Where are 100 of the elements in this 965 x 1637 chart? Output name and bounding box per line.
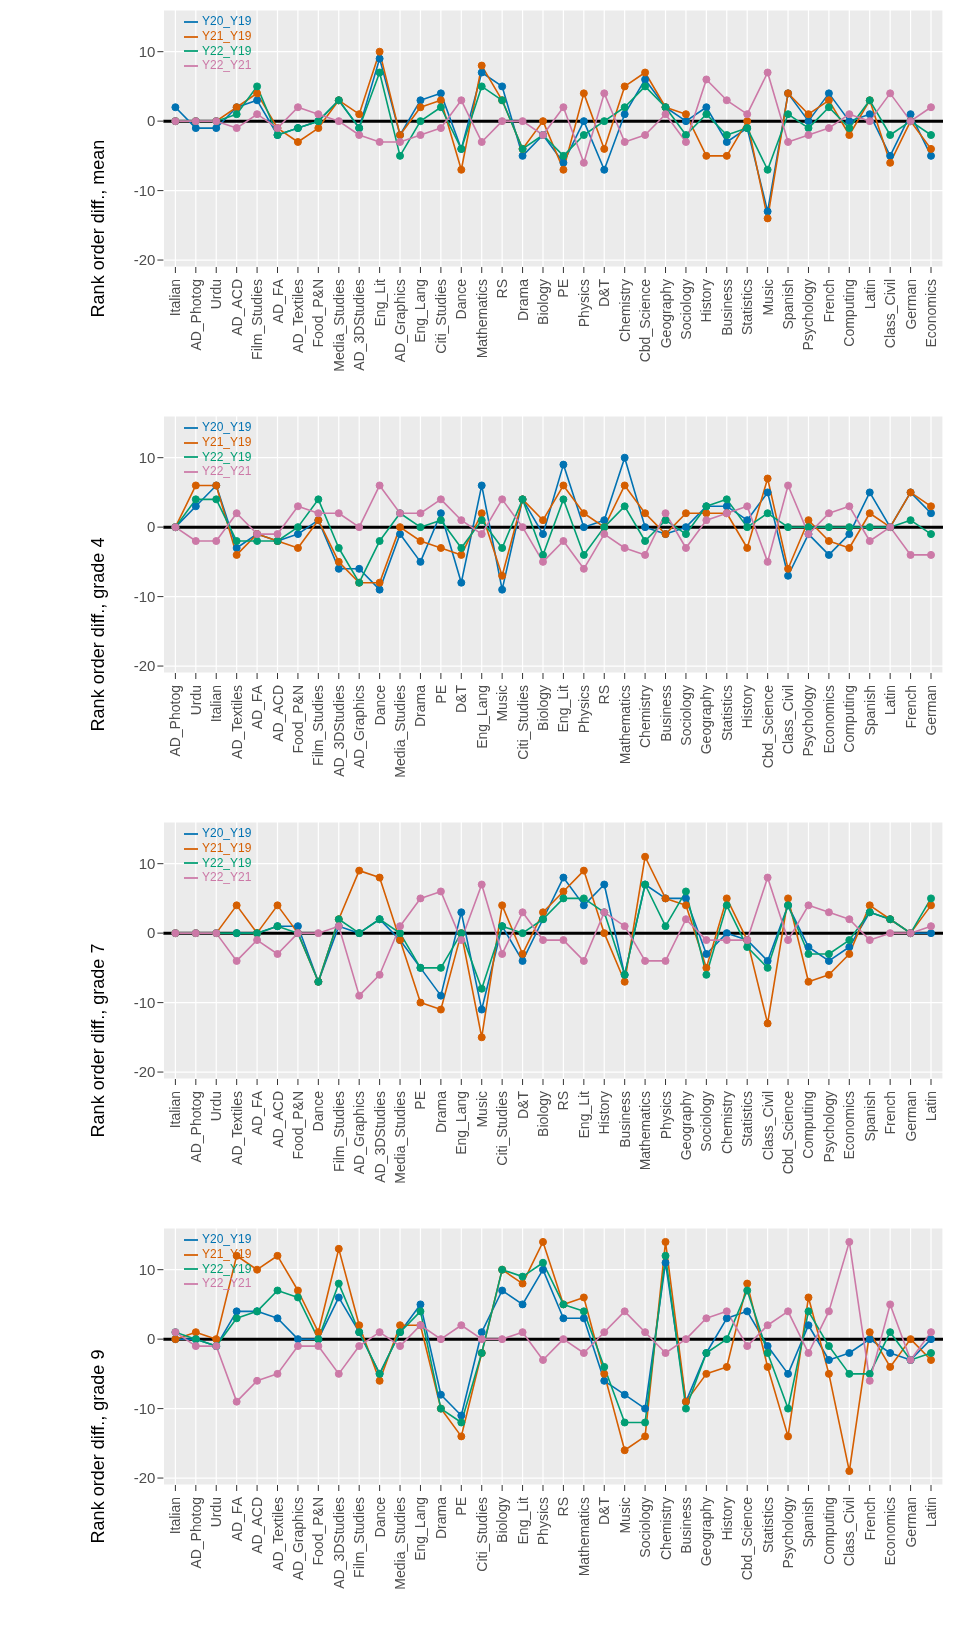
- x-tick-label: Cbd_Science: [780, 1090, 797, 1175]
- point: [518, 1272, 527, 1281]
- point: [396, 922, 405, 931]
- x-tick-label: Citi_Studies: [514, 685, 531, 760]
- point: [579, 1293, 588, 1302]
- point: [824, 1342, 833, 1351]
- point: [824, 970, 833, 979]
- x-tick-label: AD_Graphics: [351, 685, 368, 769]
- point: [681, 110, 690, 119]
- point: [518, 1300, 527, 1309]
- point: [824, 124, 833, 133]
- point: [906, 550, 915, 559]
- point: [681, 131, 690, 140]
- point: [416, 117, 425, 126]
- point: [375, 1376, 384, 1385]
- point: [477, 1005, 486, 1014]
- point: [600, 165, 609, 174]
- point: [743, 543, 752, 552]
- x-tick-label: Chemistry: [718, 1091, 735, 1155]
- x-tick-label: AD_Textiles: [269, 1497, 286, 1571]
- x-tick-label: Economics: [820, 685, 837, 754]
- point: [824, 949, 833, 958]
- point: [641, 852, 650, 861]
- point: [600, 1362, 609, 1371]
- point: [232, 110, 241, 119]
- point: [498, 1286, 507, 1295]
- point: [661, 1349, 670, 1358]
- legend-label: Y22_Y21: [202, 58, 252, 73]
- x-tick-label: German: [923, 685, 939, 736]
- point: [293, 1293, 302, 1302]
- point: [579, 550, 588, 559]
- point: [641, 1432, 650, 1441]
- x-tick-label: Drama: [514, 278, 531, 322]
- point: [232, 1397, 241, 1406]
- point: [498, 1335, 507, 1344]
- legend-label: Y22_Y21: [202, 464, 252, 479]
- point: [559, 460, 568, 469]
- y-tick-label: 0: [147, 112, 156, 130]
- y-tick-label: -20: [133, 1469, 156, 1487]
- point: [457, 1432, 466, 1441]
- point: [375, 54, 384, 63]
- y-tick-label: -20: [133, 251, 156, 269]
- point: [763, 207, 772, 216]
- point: [416, 557, 425, 566]
- x-tick-label: Chemistry: [657, 1497, 674, 1561]
- point: [845, 117, 854, 126]
- point: [375, 68, 384, 77]
- point: [681, 509, 690, 518]
- point: [681, 1404, 690, 1413]
- x-tick-label: Chemistry: [616, 279, 633, 343]
- point: [436, 89, 445, 98]
- x-tick-label: Mathematics: [637, 1091, 654, 1171]
- point: [722, 1362, 731, 1371]
- point: [559, 936, 568, 945]
- x-tick-label: PE: [432, 685, 449, 704]
- point: [538, 1237, 547, 1246]
- x-tick-label: Drama: [412, 684, 429, 728]
- point: [845, 131, 854, 140]
- point: [722, 502, 731, 511]
- x-tick-label: Drama: [432, 1496, 449, 1540]
- point: [457, 1418, 466, 1427]
- point: [538, 530, 547, 539]
- x-tick-label: AD_3DStudies: [351, 279, 368, 371]
- point: [927, 509, 935, 518]
- point: [457, 550, 466, 559]
- point: [559, 165, 568, 174]
- y-axis-title: Rank order diff., grade 7: [87, 943, 108, 1138]
- point: [824, 509, 833, 518]
- x-tick-label: Biology: [494, 1497, 511, 1543]
- point: [681, 894, 690, 903]
- point: [232, 901, 241, 910]
- point: [416, 96, 425, 105]
- x-tick-label: French: [902, 685, 919, 729]
- point: [886, 158, 895, 167]
- point: [457, 96, 466, 105]
- point: [906, 1335, 915, 1344]
- x-tick-label: D&T: [596, 278, 613, 307]
- x-tick-label: Statistics: [739, 1091, 756, 1148]
- point: [579, 894, 588, 903]
- point: [396, 137, 405, 146]
- point: [824, 103, 833, 112]
- point: [702, 963, 711, 972]
- x-tick-label: Sociology: [637, 1497, 654, 1558]
- point: [702, 516, 711, 525]
- x-tick-label: Spanish: [780, 279, 797, 330]
- point: [763, 1362, 772, 1371]
- point: [293, 502, 302, 511]
- point: [865, 523, 874, 532]
- point: [232, 124, 241, 133]
- x-tick-label: AD_Textiles: [228, 685, 245, 759]
- point: [375, 537, 384, 546]
- x-tick-label: AD_Graphics: [392, 279, 409, 363]
- point: [314, 110, 323, 119]
- point: [743, 1286, 752, 1295]
- point: [641, 131, 650, 140]
- point: [722, 894, 731, 903]
- point: [436, 103, 445, 112]
- point: [253, 82, 262, 91]
- point: [212, 1335, 221, 1344]
- point: [375, 47, 384, 56]
